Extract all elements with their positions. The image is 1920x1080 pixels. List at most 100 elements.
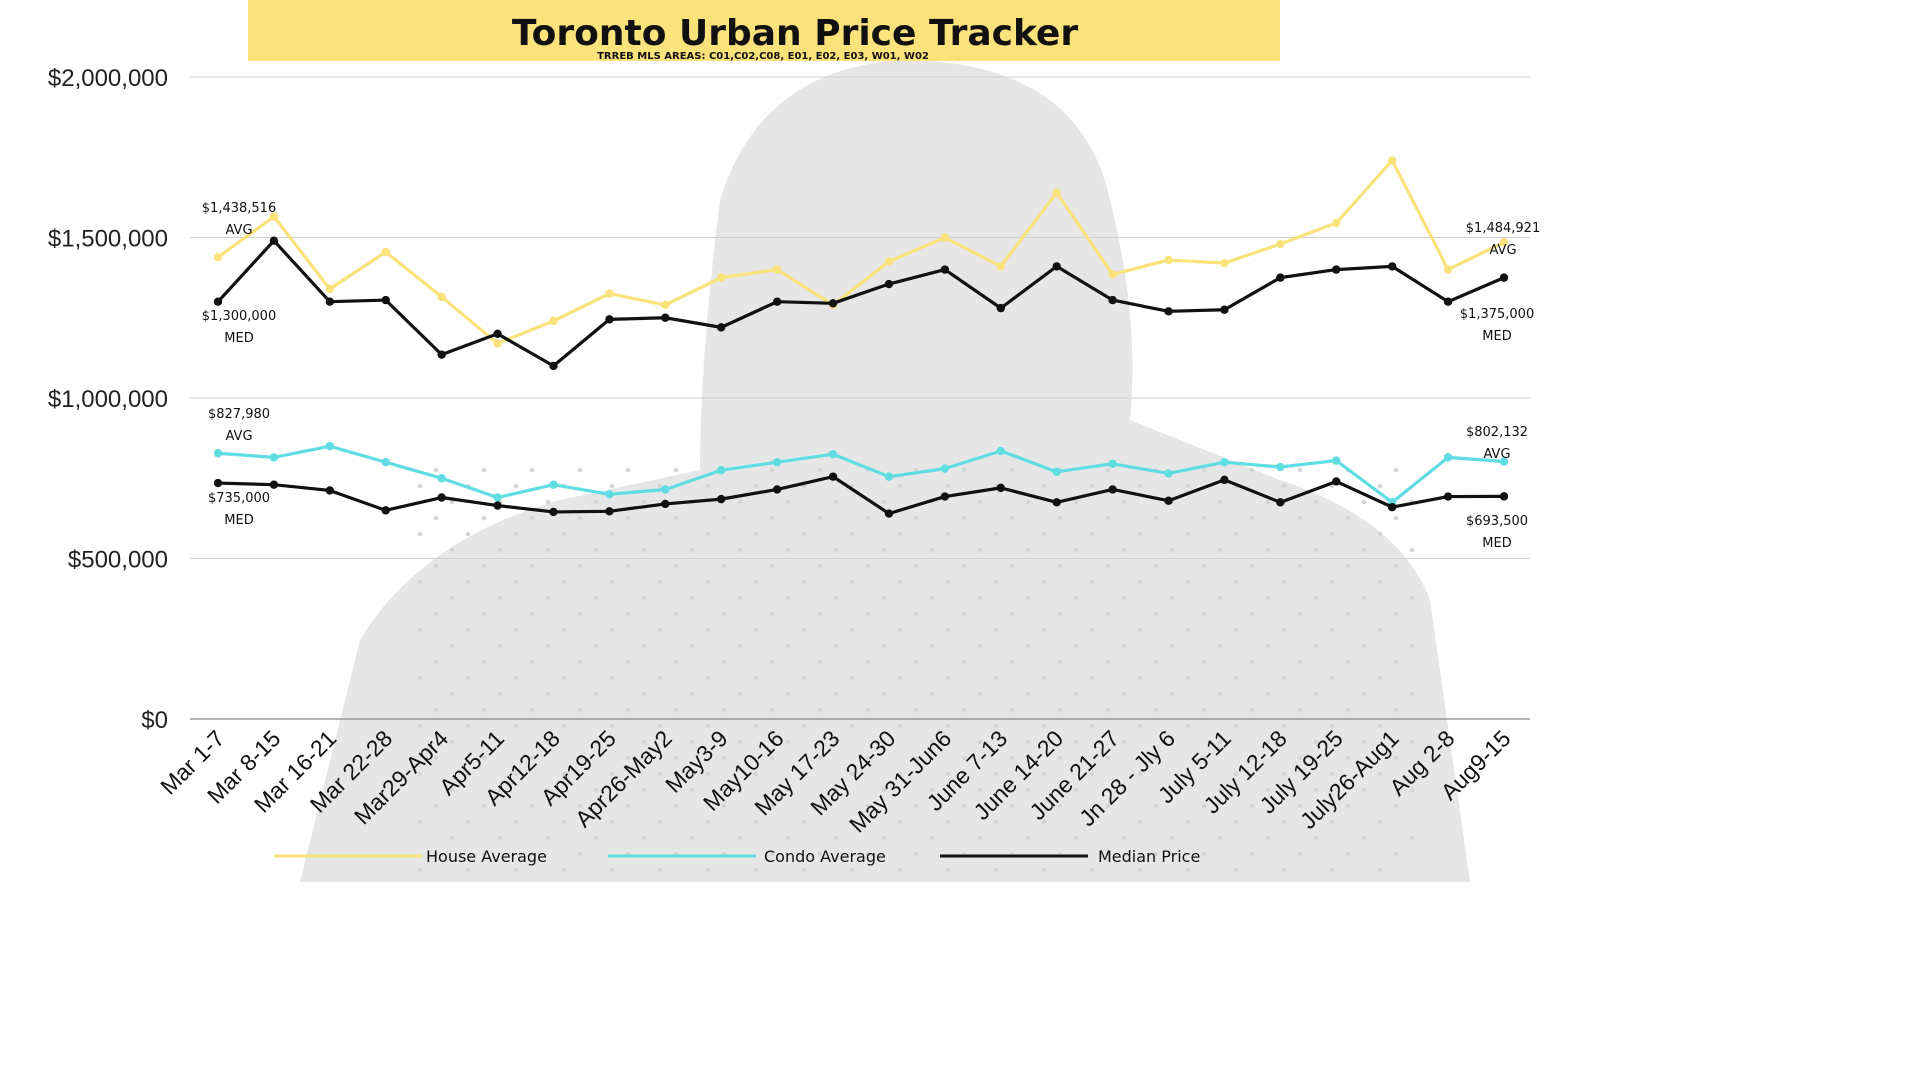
background-portrait-silhouette [300, 60, 1470, 882]
halftone-dot [769, 755, 775, 761]
annotation-label: AVG [1483, 447, 1510, 462]
halftone-dot [833, 787, 839, 793]
data-point [1108, 459, 1117, 469]
data-point [884, 257, 894, 266]
halftone-dot [1137, 723, 1143, 729]
halftone-dot [721, 803, 727, 809]
halftone-dot [545, 547, 551, 553]
halftone-dot [881, 499, 887, 505]
halftone-dot [641, 499, 647, 505]
y-tick-label: $500,000 [68, 547, 168, 574]
halftone-dot [753, 483, 759, 489]
halftone-dot [1105, 563, 1111, 569]
halftone-dot [609, 867, 615, 873]
halftone-dot [1009, 803, 1015, 809]
data-point [1164, 307, 1173, 316]
data-point [1052, 262, 1061, 271]
halftone-dot [593, 499, 599, 505]
halftone-dot [1409, 691, 1415, 697]
halftone-dot [977, 499, 983, 505]
y-tick-label: $2,000,000 [48, 65, 168, 92]
data-point [493, 329, 502, 338]
halftone-dot [1201, 659, 1207, 665]
halftone-dot [849, 531, 855, 537]
halftone-dot [1201, 467, 1207, 473]
halftone-dot [1137, 483, 1143, 489]
halftone-dot [881, 739, 887, 745]
halftone-dot [1041, 723, 1047, 729]
halftone-dot [849, 867, 855, 873]
halftone-dot [833, 643, 839, 649]
halftone-dot [1025, 691, 1031, 697]
halftone-dot [993, 771, 999, 777]
halftone-dot [1329, 579, 1335, 585]
halftone-dot [1233, 819, 1239, 825]
halftone-dot [1009, 659, 1015, 665]
halftone-dot [1185, 723, 1191, 729]
halftone-dot [1137, 819, 1143, 825]
halftone-dot [1297, 515, 1303, 521]
halftone-dot [817, 707, 823, 713]
data-point [1499, 273, 1509, 282]
data-point [437, 350, 446, 359]
halftone-dot [1329, 771, 1335, 777]
halftone-dot [641, 547, 647, 553]
halftone-dot [513, 675, 519, 681]
halftone-dot [1393, 803, 1399, 809]
halftone-dot [1249, 803, 1255, 809]
halftone-dot [577, 467, 583, 473]
halftone-dot [1025, 499, 1031, 505]
halftone-dot [945, 867, 951, 873]
halftone-dot [481, 563, 487, 569]
halftone-dot [977, 595, 983, 601]
halftone-dot [577, 659, 583, 665]
halftone-dot [465, 819, 471, 825]
halftone-dot [1201, 755, 1207, 761]
annotation-label: $1,484,921 [1466, 221, 1540, 236]
halftone-dot [449, 787, 455, 793]
halftone-dot [641, 691, 647, 697]
halftone-dot [689, 691, 695, 697]
halftone-dot [897, 867, 903, 873]
halftone-dot [1009, 467, 1015, 473]
halftone-dot [513, 627, 519, 633]
halftone-dot [433, 467, 439, 473]
halftone-dot [481, 611, 487, 617]
halftone-dot [993, 867, 999, 873]
halftone-dot [1377, 819, 1383, 825]
halftone-dot [1057, 659, 1063, 665]
halftone-dot [705, 819, 711, 825]
halftone-dot [849, 723, 855, 729]
halftone-dot [929, 787, 935, 793]
halftone-dot [737, 643, 743, 649]
data-point [1387, 502, 1397, 512]
chart-subtitle: TRREB MLS AREAS: C01,C02,C08, E01, E02, … [597, 51, 929, 62]
annotation-label: MED [224, 331, 253, 346]
halftone-dot [1377, 867, 1383, 873]
data-point [1332, 218, 1341, 228]
halftone-dot [961, 563, 967, 569]
halftone-dot [1329, 531, 1335, 537]
halftone-dot [1281, 531, 1287, 537]
halftone-dot [817, 803, 823, 809]
halftone-dot [1393, 659, 1399, 665]
halftone-dot [545, 835, 551, 841]
halftone-dot [801, 723, 807, 729]
halftone-dot [1025, 739, 1031, 745]
halftone-dot [1265, 787, 1271, 793]
halftone-dot [1121, 499, 1127, 505]
annotation-label: $827,980 [208, 407, 270, 422]
data-point [717, 323, 726, 332]
halftone-dot [769, 515, 775, 521]
halftone-dot [1377, 723, 1383, 729]
halftone-dot [817, 515, 823, 521]
halftone-dot [625, 707, 631, 713]
data-point [996, 446, 1005, 456]
legend: House Average Condo Average Median Price [274, 847, 1200, 866]
halftone-dot [1393, 611, 1399, 617]
halftone-dot [1105, 467, 1111, 473]
data-point [1387, 262, 1397, 271]
halftone-dot [1153, 755, 1159, 761]
data-point [940, 464, 950, 473]
halftone-dot [577, 611, 583, 617]
